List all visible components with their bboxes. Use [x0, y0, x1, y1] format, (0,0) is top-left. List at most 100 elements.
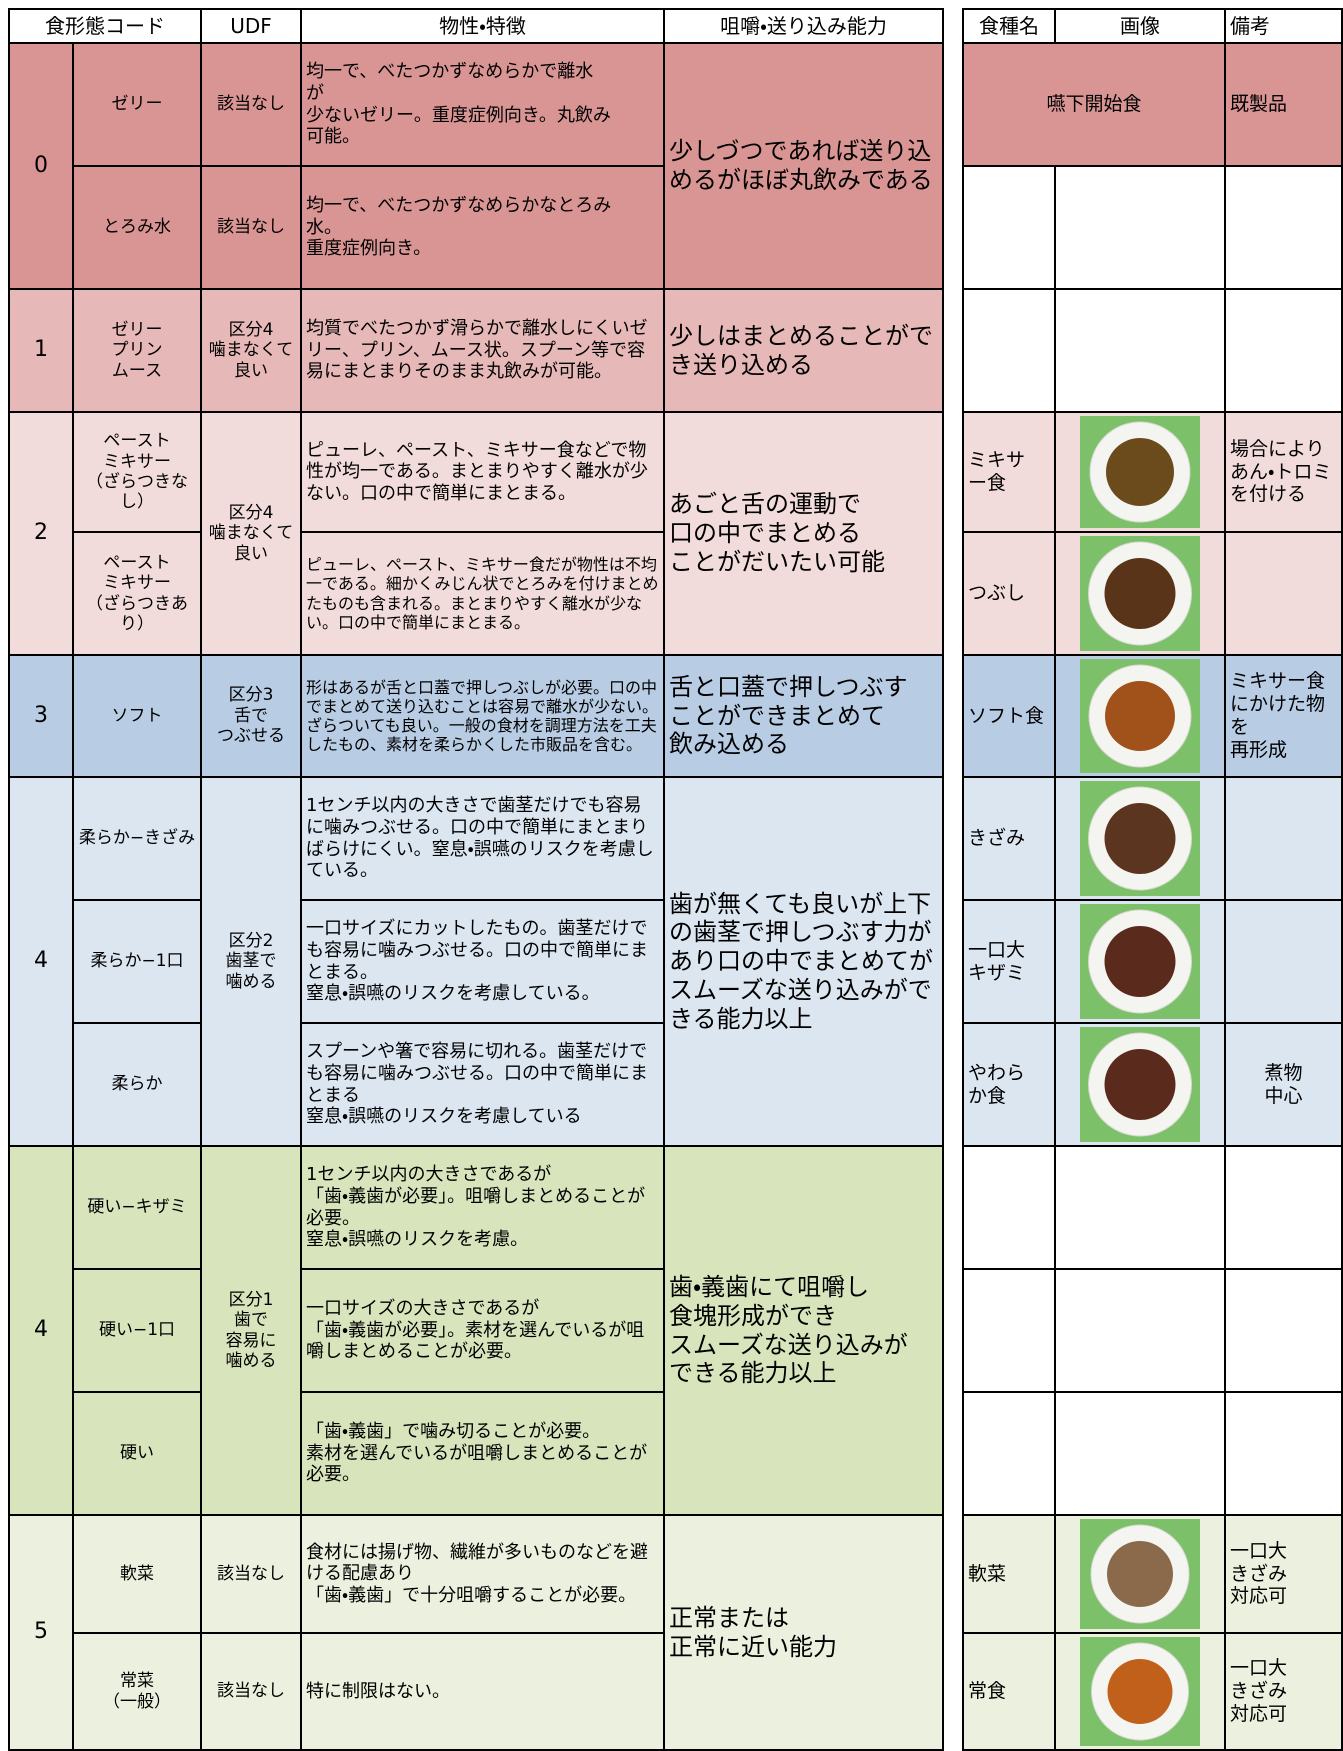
mname-cell	[962, 1268, 1056, 1393]
code-cell: 1	[8, 288, 74, 413]
menu-row	[962, 165, 1343, 290]
mnote-cell	[1224, 899, 1343, 1024]
abil-cell: 少しはまとめることができ送り込める	[663, 288, 944, 413]
abil-cell: 歯が無くても良いが上下の歯茎で押しつぶす力があり口の中でまとめてがスムーズな送り…	[663, 776, 944, 1147]
food-photo	[1080, 1027, 1200, 1142]
desc-cell: ピューレ、ペースト、ミキサー食だが物性は不均一である。細かくみじん状でとろみを付…	[300, 531, 665, 656]
desc-cell: 特に制限はない。	[300, 1632, 665, 1751]
menu-table: 食種名 画像 備考 嚥下開始食 既製品 ミキサ ー食 場合により あん・トロミ を付け…	[962, 8, 1343, 1751]
img-cell	[1054, 165, 1226, 290]
mname-cell	[962, 165, 1056, 290]
code-cell: 2	[8, 411, 74, 656]
food-photo	[1080, 416, 1200, 528]
desc-cell: ピューレ、ペースト、ミキサー食などで物性が均一である。まとまりやすく離水が少ない…	[300, 411, 665, 533]
mnote-cell	[1224, 531, 1343, 656]
header-row: 食種名 画像 備考	[962, 8, 1343, 44]
mname-cell: 一口大 キザミ	[962, 899, 1056, 1024]
desc-cell: 均一で、べたつかずなめらかで離水 が 少ないゼリー。重度症例向き。丸飲み 可能。	[300, 42, 665, 167]
mname-cell: 軟菜	[962, 1514, 1056, 1634]
food-photo	[1080, 781, 1200, 896]
mnote-cell	[1224, 165, 1343, 290]
abil-cell: 歯・義歯にて咀嚼し 食塊形成ができ スムーズな送り込みが できる能力以上	[663, 1145, 944, 1516]
menu-row	[962, 1145, 1343, 1270]
header-cell: 画像	[1054, 8, 1226, 44]
food-photo	[1080, 1519, 1200, 1629]
photo-shape	[1104, 1049, 1176, 1120]
name-cell: 硬い	[72, 1391, 202, 1516]
img-cell	[1054, 776, 1226, 901]
desc-cell: 均一で、べたつかずなめらかなとろみ 水。 重度症例向き。	[300, 165, 665, 290]
desc-cell: スプーンや箸で容易に切れる。歯茎だけでも容易に噛みつぶせる。口の中で簡単にまとま…	[300, 1022, 665, 1147]
menu-row: 常食 一口大 きざみ 対応可	[962, 1632, 1343, 1751]
img-cell	[1054, 654, 1226, 778]
photo-shape	[1104, 926, 1176, 997]
mnote-cell: 一口大 きざみ 対応可	[1224, 1514, 1343, 1634]
mnote-cell	[1224, 1145, 1343, 1270]
name-cell: 常菜 （一般）	[72, 1632, 202, 1751]
desc-cell: 1センチ以内の大きさで歯茎だけでも容易に噛みつぶせる。口の中で簡単にまとまりばら…	[300, 776, 665, 901]
udf-cell: 区分4 噛まなくて 良い	[200, 411, 302, 656]
menu-row	[962, 288, 1343, 413]
food-row: 硬い 「歯・義歯」で噛み切ることが必要。 素材を選んでいるが咀嚼しまとめることが必…	[9, 1391, 943, 1516]
udf-cell: 該当なし	[200, 165, 302, 290]
desc-cell: 1センチ以内の大きさであるが 「歯・義歯が必要」。咀嚼しまとめることが必要。 窒…	[300, 1145, 665, 1270]
udf-cell: 区分4 噛まなくて 良い	[200, 288, 302, 413]
photo-shape	[1104, 558, 1176, 629]
food-row: 4 硬い−キザミ 区分1 歯で 容易に 噛める 1センチ以内の大きさであるが 「歯・義…	[8, 1145, 944, 1516]
code-cell: 3	[8, 654, 74, 778]
img-cell	[1054, 1391, 1226, 1516]
mnote-cell	[1224, 776, 1343, 901]
food-row: 常菜 （一般） 該当なし 特に制限はない。	[9, 1632, 943, 1751]
photo-shape	[1105, 681, 1175, 751]
name-cell: 柔らか−1口	[72, 899, 202, 1024]
mname-cell: 常食	[962, 1632, 1056, 1751]
img-cell	[1054, 531, 1226, 656]
food-row: 1 ゼリー プリン ムース 区分4 噛まなくて 良い 均質でべたつかず滑らかで離水しに…	[8, 288, 944, 413]
mname-cell: やわら か食	[962, 1022, 1056, 1147]
name-cell: 硬い−1口	[72, 1268, 202, 1393]
udf-cell: 該当なし	[200, 1632, 302, 1751]
desc-cell: 均質でべたつかず滑らかで離水しにくいゼリー、プリン、ムース状。スプーン等で容易に…	[300, 288, 665, 413]
img-cell	[1054, 1022, 1226, 1147]
name-cell: ゼリー	[72, 42, 202, 167]
udf-cell: 該当なし	[200, 42, 302, 167]
name-cell: とろみ水	[72, 165, 202, 290]
udf-cell: 区分3 舌で つぶせる	[200, 654, 302, 778]
photo-shape	[1104, 803, 1176, 874]
code-cell: 4	[8, 1145, 74, 1516]
header-cell: 食種名	[962, 8, 1056, 44]
desc-cell: 形はあるが舌と口蓋で押しつぶしが必要。口の中でまとめて送り込むことは容易で離水が…	[300, 654, 665, 778]
img-cell	[1054, 899, 1226, 1024]
udf-cell: 区分1 歯で 容易に 噛める	[200, 1145, 302, 1516]
udf-cell: 該当なし	[200, 1514, 302, 1634]
abil-cell: 少しづつであれば送り込めるがほぼ丸飲みである	[663, 42, 944, 290]
header-cell: 食形態コード	[8, 8, 202, 44]
header-row: 食形態コード UDF 物性・特徴 咀嚼・送り込み能力	[8, 8, 944, 44]
food-photo	[1080, 1637, 1200, 1746]
menu-row	[962, 1268, 1343, 1393]
food-photo	[1080, 536, 1200, 651]
mnote-cell	[1224, 1268, 1343, 1393]
code-cell: 4	[8, 776, 74, 1147]
name-cell: 柔らか−きざみ	[72, 776, 202, 901]
menu-row: 嚥下開始食 既製品	[962, 42, 1343, 167]
name-cell: ゼリー プリン ムース	[72, 288, 202, 413]
name-cell: ソフト	[72, 654, 202, 778]
menu-row: やわら か食 煮物 中心	[962, 1022, 1343, 1147]
mnote-cell	[1224, 1391, 1343, 1516]
mname-cell	[962, 288, 1056, 413]
food-row: 4 柔らか−きざみ 区分2 歯茎で 噛める 1センチ以内の大きさで歯茎だけでも容易に噛…	[8, 776, 944, 1147]
img-cell	[1054, 1514, 1226, 1634]
img-cell	[1054, 1268, 1226, 1393]
food-row: 3 ソフト 区分3 舌で つぶせる 形はあるが舌と口蓋で押しつぶしが必要。口の中でまと…	[8, 654, 944, 778]
desc-cell: 一口サイズの大きさであるが 「歯・義歯が必要」。素材を選んでいるが咀嚼しまとめる…	[300, 1268, 665, 1393]
mname-cell: つぶし	[962, 531, 1056, 656]
mnote-cell: 一口大 きざみ 対応可	[1224, 1632, 1343, 1751]
name-cell: 硬い−キザミ	[72, 1145, 202, 1270]
mname-cell: 嚥下開始食	[962, 42, 1226, 167]
img-cell	[1054, 411, 1226, 533]
header-cell: 物性・特徴	[300, 8, 665, 44]
mnote-cell: ミキサー食 にかけた物 を 再形成	[1224, 654, 1343, 778]
photo-shape	[1107, 1541, 1173, 1607]
menu-row: ミキサ ー食 場合により あん・トロミ を付ける	[962, 411, 1343, 533]
